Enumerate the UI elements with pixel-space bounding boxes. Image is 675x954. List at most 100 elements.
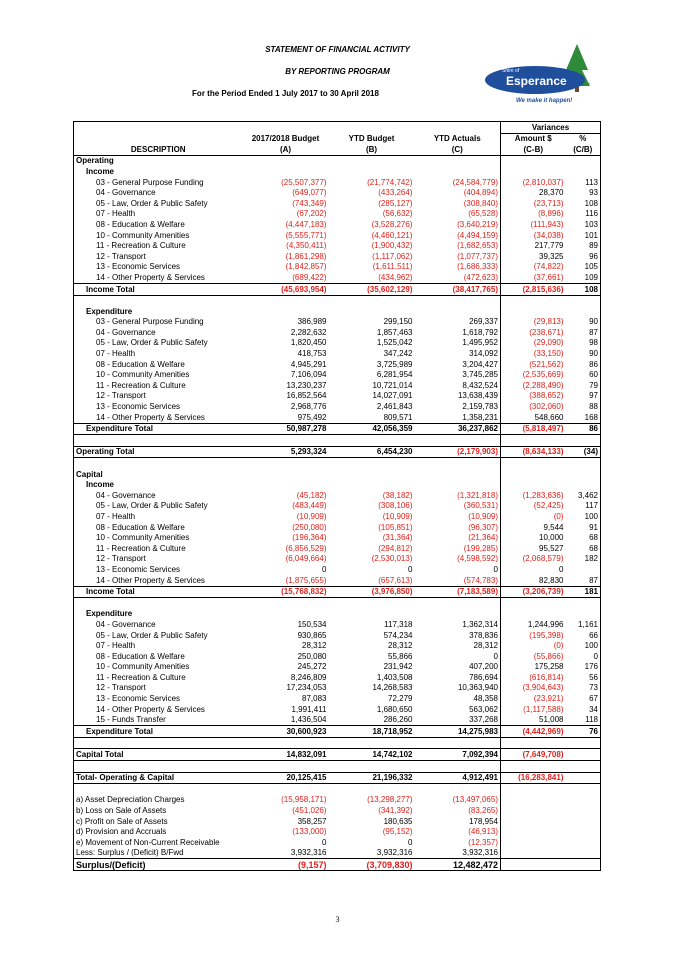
row-label: 05 - Law, Order & Public Safety (73, 500, 243, 512)
row-label: 08 - Education & Welfare (73, 521, 243, 533)
table-row: 11 - Recreation & Culture (6,856,529) (294… (73, 543, 601, 554)
logo-oval (485, 66, 585, 94)
table-row: 11 - Recreation & Culture (4,350,411) (1,9… (73, 240, 601, 252)
ytd-budget-cell: 1,525,042 (376, 338, 413, 348)
ytd-actuals-cell: 7,092,394 (414, 748, 501, 762)
variance-amount-cell: (3,904,643) (522, 683, 564, 693)
variance-amount-cell: (4,442,969) (500, 725, 566, 738)
variance-pct-cell (565, 295, 601, 307)
budget-cell: 0 (322, 564, 327, 574)
ytd-budget-header: YTD Budget (348, 134, 395, 144)
variance-pct-cell (565, 794, 601, 806)
ytd-actuals-cell: 0 (414, 651, 501, 662)
variance-amount-cell: 217,779 (534, 241, 564, 251)
spacer-row (73, 434, 601, 447)
table-row: 04 - Governance (45,182) (38,182) (1,321,81… (73, 490, 601, 501)
variance-pct-cell: 68 (565, 532, 601, 544)
table-row: 15 - Funds Transfer 1,436,504 286,260 337,2… (73, 714, 601, 726)
variance-amount-cell: (302,060) (529, 402, 564, 412)
ytd-actuals-cell: 3,204,427 (414, 359, 501, 370)
table-row: Expenditure Total 30,600,923 18,718,952 14,… (73, 725, 601, 738)
variance-pct-cell (565, 847, 601, 859)
variance-pct-cell: 73 (565, 682, 601, 694)
row-label: Expenditure (73, 608, 243, 620)
variance-pct-cell: 176 (565, 661, 601, 673)
row-label: 14 - Other Property & Services (73, 412, 243, 424)
ytd-budget-cell: (3,709,830) (328, 858, 415, 871)
variance-amount-cell: (2,815,636) (500, 282, 566, 296)
table-row: Capital Total 14,832,091 14,742,102 7,092,3… (73, 748, 601, 762)
budget-cell (243, 435, 329, 447)
variance-amount-cell: (2,810,037) (522, 177, 564, 187)
budget-cell: 2,282,632 (290, 327, 327, 337)
row-label (73, 760, 243, 773)
budget-cell: 150,534 (297, 619, 327, 629)
budget-cell: (4,350,411) (286, 241, 327, 251)
budget-cell (243, 306, 329, 317)
table-row: 14 - Other Property & Services 1,991,411 1… (73, 704, 601, 715)
ytd-budget-cell: 14,027,091 (372, 391, 413, 401)
table-row: Income (73, 479, 601, 491)
table-row: 13 - Economic Services 2,968,776 2,461,843… (73, 401, 601, 413)
ytd-budget-cell (329, 295, 415, 306)
budget-cell: (1,842,857) (285, 262, 327, 272)
table-row: Capital (73, 469, 601, 480)
budget-cell: 975,492 (297, 412, 327, 422)
ytd-actuals-cell: (1,682,653) (414, 240, 501, 252)
row-label: d) Provision and Accruals (73, 826, 243, 838)
logo-top-text: Shire of (502, 68, 520, 74)
variance-amount-cell (501, 155, 566, 166)
ytd-budget-cell (329, 598, 415, 609)
budget-cell: (15,768,832) (242, 585, 329, 599)
budget-cell (243, 295, 329, 306)
variance-pct-cell (565, 564, 601, 575)
variance-amount-cell: (388,652) (529, 391, 564, 401)
variance-pct-cell: 101 (565, 229, 601, 241)
ytd-budget-code: (B) (328, 144, 415, 156)
ytd-actuals-cell: (13,497,065) (414, 794, 501, 806)
table-row: 13 - Economic Services 0 0 0 0 (73, 564, 601, 575)
ytd-actuals-cell (414, 783, 501, 795)
pct-code: (C/B) (565, 144, 601, 156)
ytd-actuals-cell: 8,432,524 (414, 380, 501, 391)
ytd-budget-cell: (3,528,276) (371, 219, 413, 229)
ytd-actuals-cell (414, 737, 501, 749)
variance-pct-cell: 86 (565, 422, 601, 436)
variance-pct-cell: 60 (565, 369, 601, 381)
variance-amount-cell (501, 827, 566, 838)
table-row: 08 - Education & Welfare 250,080 55,866 0 (5… (73, 651, 601, 662)
ytd-actuals-cell: (7,183,589) (414, 585, 501, 599)
variance-amount-cell: (111,943) (530, 219, 564, 229)
variance-amount-cell (501, 469, 566, 480)
variance-amount-cell (501, 737, 566, 749)
variance-pct-cell (565, 858, 601, 871)
ytd-actuals-cell: 407,200 (414, 661, 501, 673)
ytd-budget-cell: (31,364) (382, 533, 413, 543)
variance-pct-cell: 182 (565, 553, 601, 565)
row-label: Expenditure Total (73, 725, 243, 738)
table-row: 04 - Governance (649,077) (433,264) (404,89… (73, 187, 601, 199)
ytd-budget-cell: 14,268,583 (372, 683, 413, 693)
ytd-actuals-cell: (1,321,818) (414, 490, 501, 501)
ytd-actuals-cell: 28,312 (414, 640, 501, 652)
budget-cell: (45,693,954) (242, 282, 329, 296)
budget-cell: 87,083 (302, 694, 327, 704)
row-label: 05 - Law, Order & Public Safety (73, 629, 243, 641)
variance-pct-cell: 3,462 (565, 490, 601, 501)
variance-amount-cell: 0 (559, 564, 564, 574)
ytd-actuals-cell: 337,268 (414, 714, 501, 726)
ytd-budget-cell: 231,942 (383, 662, 413, 672)
table-row: 12 - Transport (6,049,664) (2,530,013) (4,5… (73, 553, 601, 565)
variance-pct-cell: 105 (565, 261, 601, 273)
ytd-actuals-cell: (1,077,737) (414, 251, 501, 262)
ytd-actuals-cell: (65,528) (414, 208, 501, 220)
table-row: 12 - Transport 16,852,564 14,027,091 13,638… (73, 390, 601, 402)
table-row: 05 - Law, Order & Public Safety 1,820,450… (73, 337, 601, 349)
ytd-actuals-code: (C) (414, 144, 501, 156)
row-label: Less: Surplus / (Deficit) B/Fwd (73, 847, 243, 859)
ytd-actuals-cell: 13,638,439 (414, 390, 501, 402)
table-row: 08 - Education & Welfare 4,945,291 3,725,9… (73, 359, 601, 370)
ytd-actuals-cell: 3,932,316 (414, 847, 501, 859)
variance-pct-cell: 90 (565, 348, 601, 360)
ytd-actuals-cell (414, 457, 501, 469)
